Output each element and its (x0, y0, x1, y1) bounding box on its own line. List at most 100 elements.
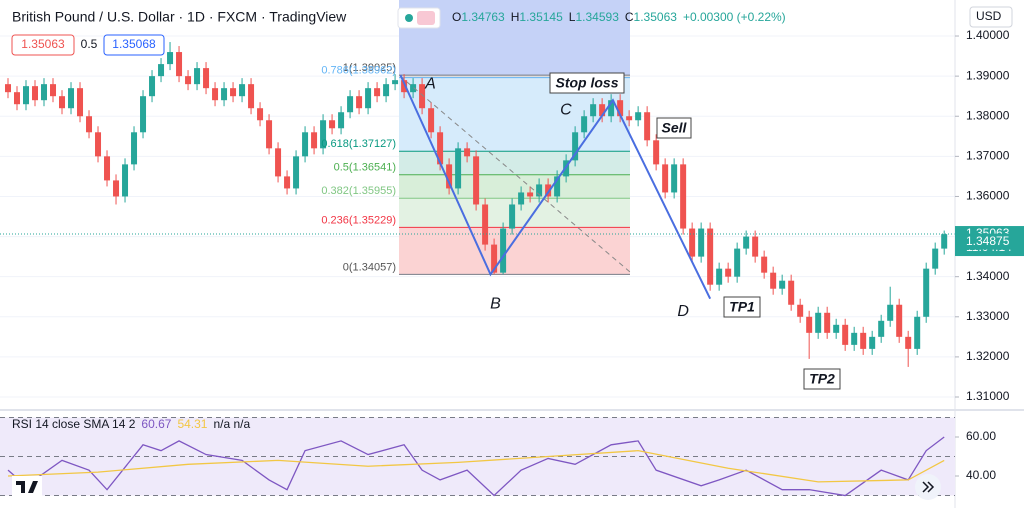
rsi-legend: 54.31 (177, 417, 207, 431)
candle-body (41, 84, 48, 101)
candle-body (680, 164, 687, 229)
icon-dot (405, 14, 413, 22)
candle-body (293, 156, 300, 189)
candle-body (212, 88, 219, 101)
candle-body (869, 336, 876, 349)
y-tick-label: 1.31000 (966, 389, 1010, 403)
ohlc-key: H (511, 10, 520, 24)
y-tick-label: 40.00 (966, 468, 996, 482)
candle-body (446, 164, 453, 189)
price-button[interactable] (103, 34, 165, 56)
candle-body (635, 112, 642, 121)
annotation-box (656, 117, 692, 139)
candle-body (392, 80, 399, 85)
candle-body (5, 84, 12, 93)
candle-body (824, 312, 831, 333)
fib-zone (399, 174, 630, 199)
candle-body (374, 88, 381, 97)
ohlc-key: L (569, 10, 576, 24)
candle-body (527, 192, 534, 197)
candle-body (554, 176, 561, 197)
fib-label: 0.236(1.35229) (321, 214, 396, 226)
y-tick-label: 1.32000 (966, 349, 1010, 363)
candle-body (59, 96, 66, 109)
ohlc-key: O (452, 10, 461, 24)
fib-label: 0.618(1.37127) (321, 138, 396, 150)
candle-body (356, 96, 363, 109)
pattern-label: A (424, 75, 436, 92)
annotation: Stop loss (555, 75, 618, 91)
candle-body (329, 120, 336, 129)
candle-body (779, 280, 786, 289)
candle-body (158, 64, 165, 77)
fib-label: 0.786(1.38962) (321, 65, 396, 77)
price-button[interactable] (11, 34, 75, 56)
price-tag (955, 233, 1024, 250)
rsi-legend: RSI 14 close SMA 14 2 (12, 417, 136, 431)
candle-body (221, 88, 228, 101)
candle-body (428, 108, 435, 133)
candle-body (77, 88, 84, 117)
candle-body (122, 164, 129, 197)
y-tick-label: 1.40000 (966, 28, 1010, 42)
candle-body (95, 132, 102, 157)
candle-body (185, 76, 192, 85)
rsi-legend: 60.67 (141, 417, 171, 431)
candle-body (203, 68, 210, 89)
candle-body (788, 280, 795, 305)
button-label: 1.35068 (112, 37, 156, 51)
candle-body (437, 132, 444, 165)
candle-body (365, 88, 372, 109)
fib-label: 0.382(1.35955) (321, 185, 396, 197)
candle-body (518, 192, 525, 205)
candle-body (815, 312, 822, 333)
annotation-box (723, 296, 761, 318)
candle-body (752, 236, 759, 257)
candle-body (113, 180, 120, 197)
candle-body (662, 164, 669, 193)
annotation: Sell (662, 120, 688, 136)
fib-zone (399, 227, 630, 275)
candle-body (275, 148, 282, 177)
candle-body (941, 234, 948, 249)
candle-body (743, 236, 750, 249)
candle-body (302, 132, 309, 157)
candle-body (617, 100, 624, 117)
ohlc-value: 1.34763 (461, 10, 505, 24)
candle-body (671, 164, 678, 193)
rsi-line (7, 436, 945, 497)
candle-body (455, 148, 462, 189)
scroll-icon (922, 481, 935, 493)
candle-body (860, 332, 867, 349)
rsi-line (7, 449, 945, 483)
candle-body (401, 80, 408, 93)
candle-body (482, 204, 489, 245)
candle-body (770, 272, 777, 289)
candle-body (230, 88, 237, 97)
fib-zone (399, 75, 630, 78)
candle-body (797, 304, 804, 317)
annotation-box (803, 368, 841, 390)
ohlc-change: +0.00300 (+0.22%) (683, 10, 786, 24)
y-tick-label: 1.37000 (966, 149, 1010, 163)
ohlc-value: 1.35063 (634, 10, 678, 24)
y-tick-label: 1.34000 (966, 269, 1010, 283)
fib-label: 0(1.34057) (343, 261, 396, 273)
candle-body (698, 228, 705, 257)
candle-body (491, 244, 498, 273)
candle-body (536, 184, 543, 197)
candle-body (608, 100, 615, 117)
currency-button[interactable] (969, 6, 1013, 28)
y-tick-label: 1.38000 (966, 108, 1010, 122)
logo (16, 481, 38, 493)
candle-body (194, 68, 201, 85)
pattern-label: B (490, 296, 501, 313)
candle-body (266, 120, 273, 149)
ohlc-key: C (625, 10, 634, 24)
pattern-line (399, 74, 712, 300)
price-pane (0, 0, 955, 398)
ohlc-value: 1.35145 (519, 10, 563, 24)
candle-body (32, 86, 39, 101)
